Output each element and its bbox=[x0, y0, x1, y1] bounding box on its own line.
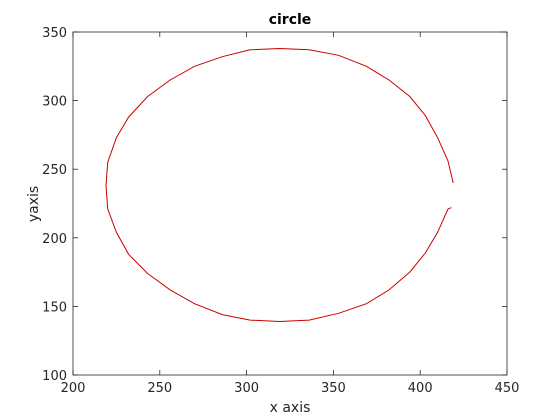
y-tick-label: 350 bbox=[42, 26, 67, 41]
y-tick-label: 100 bbox=[42, 369, 67, 384]
y-axis-label: yaxis bbox=[26, 186, 42, 222]
data-layer bbox=[105, 47, 454, 323]
series-line-0 bbox=[105, 47, 454, 323]
axes-frame bbox=[72, 31, 508, 376]
x-tick-label: 300 bbox=[234, 381, 259, 396]
axes: 200 250 300 350 400 450 100 150 200 250 300 350 bbox=[42, 26, 519, 396]
x-tick-label: 200 bbox=[61, 381, 86, 396]
plot-area bbox=[73, 32, 507, 375]
chart-title: circle bbox=[269, 12, 312, 28]
x-tick-label: 450 bbox=[495, 381, 520, 396]
x-tick-label: 400 bbox=[408, 381, 433, 396]
y-tick-label: 250 bbox=[42, 163, 67, 178]
x-tick-label: 250 bbox=[147, 381, 172, 396]
y-tick-label: 200 bbox=[42, 232, 67, 247]
y-tick-label: 300 bbox=[42, 95, 67, 110]
y-tick-label: 150 bbox=[42, 300, 67, 315]
x-tick-label: 350 bbox=[321, 381, 346, 396]
x-axis-label: x axis bbox=[270, 400, 311, 416]
